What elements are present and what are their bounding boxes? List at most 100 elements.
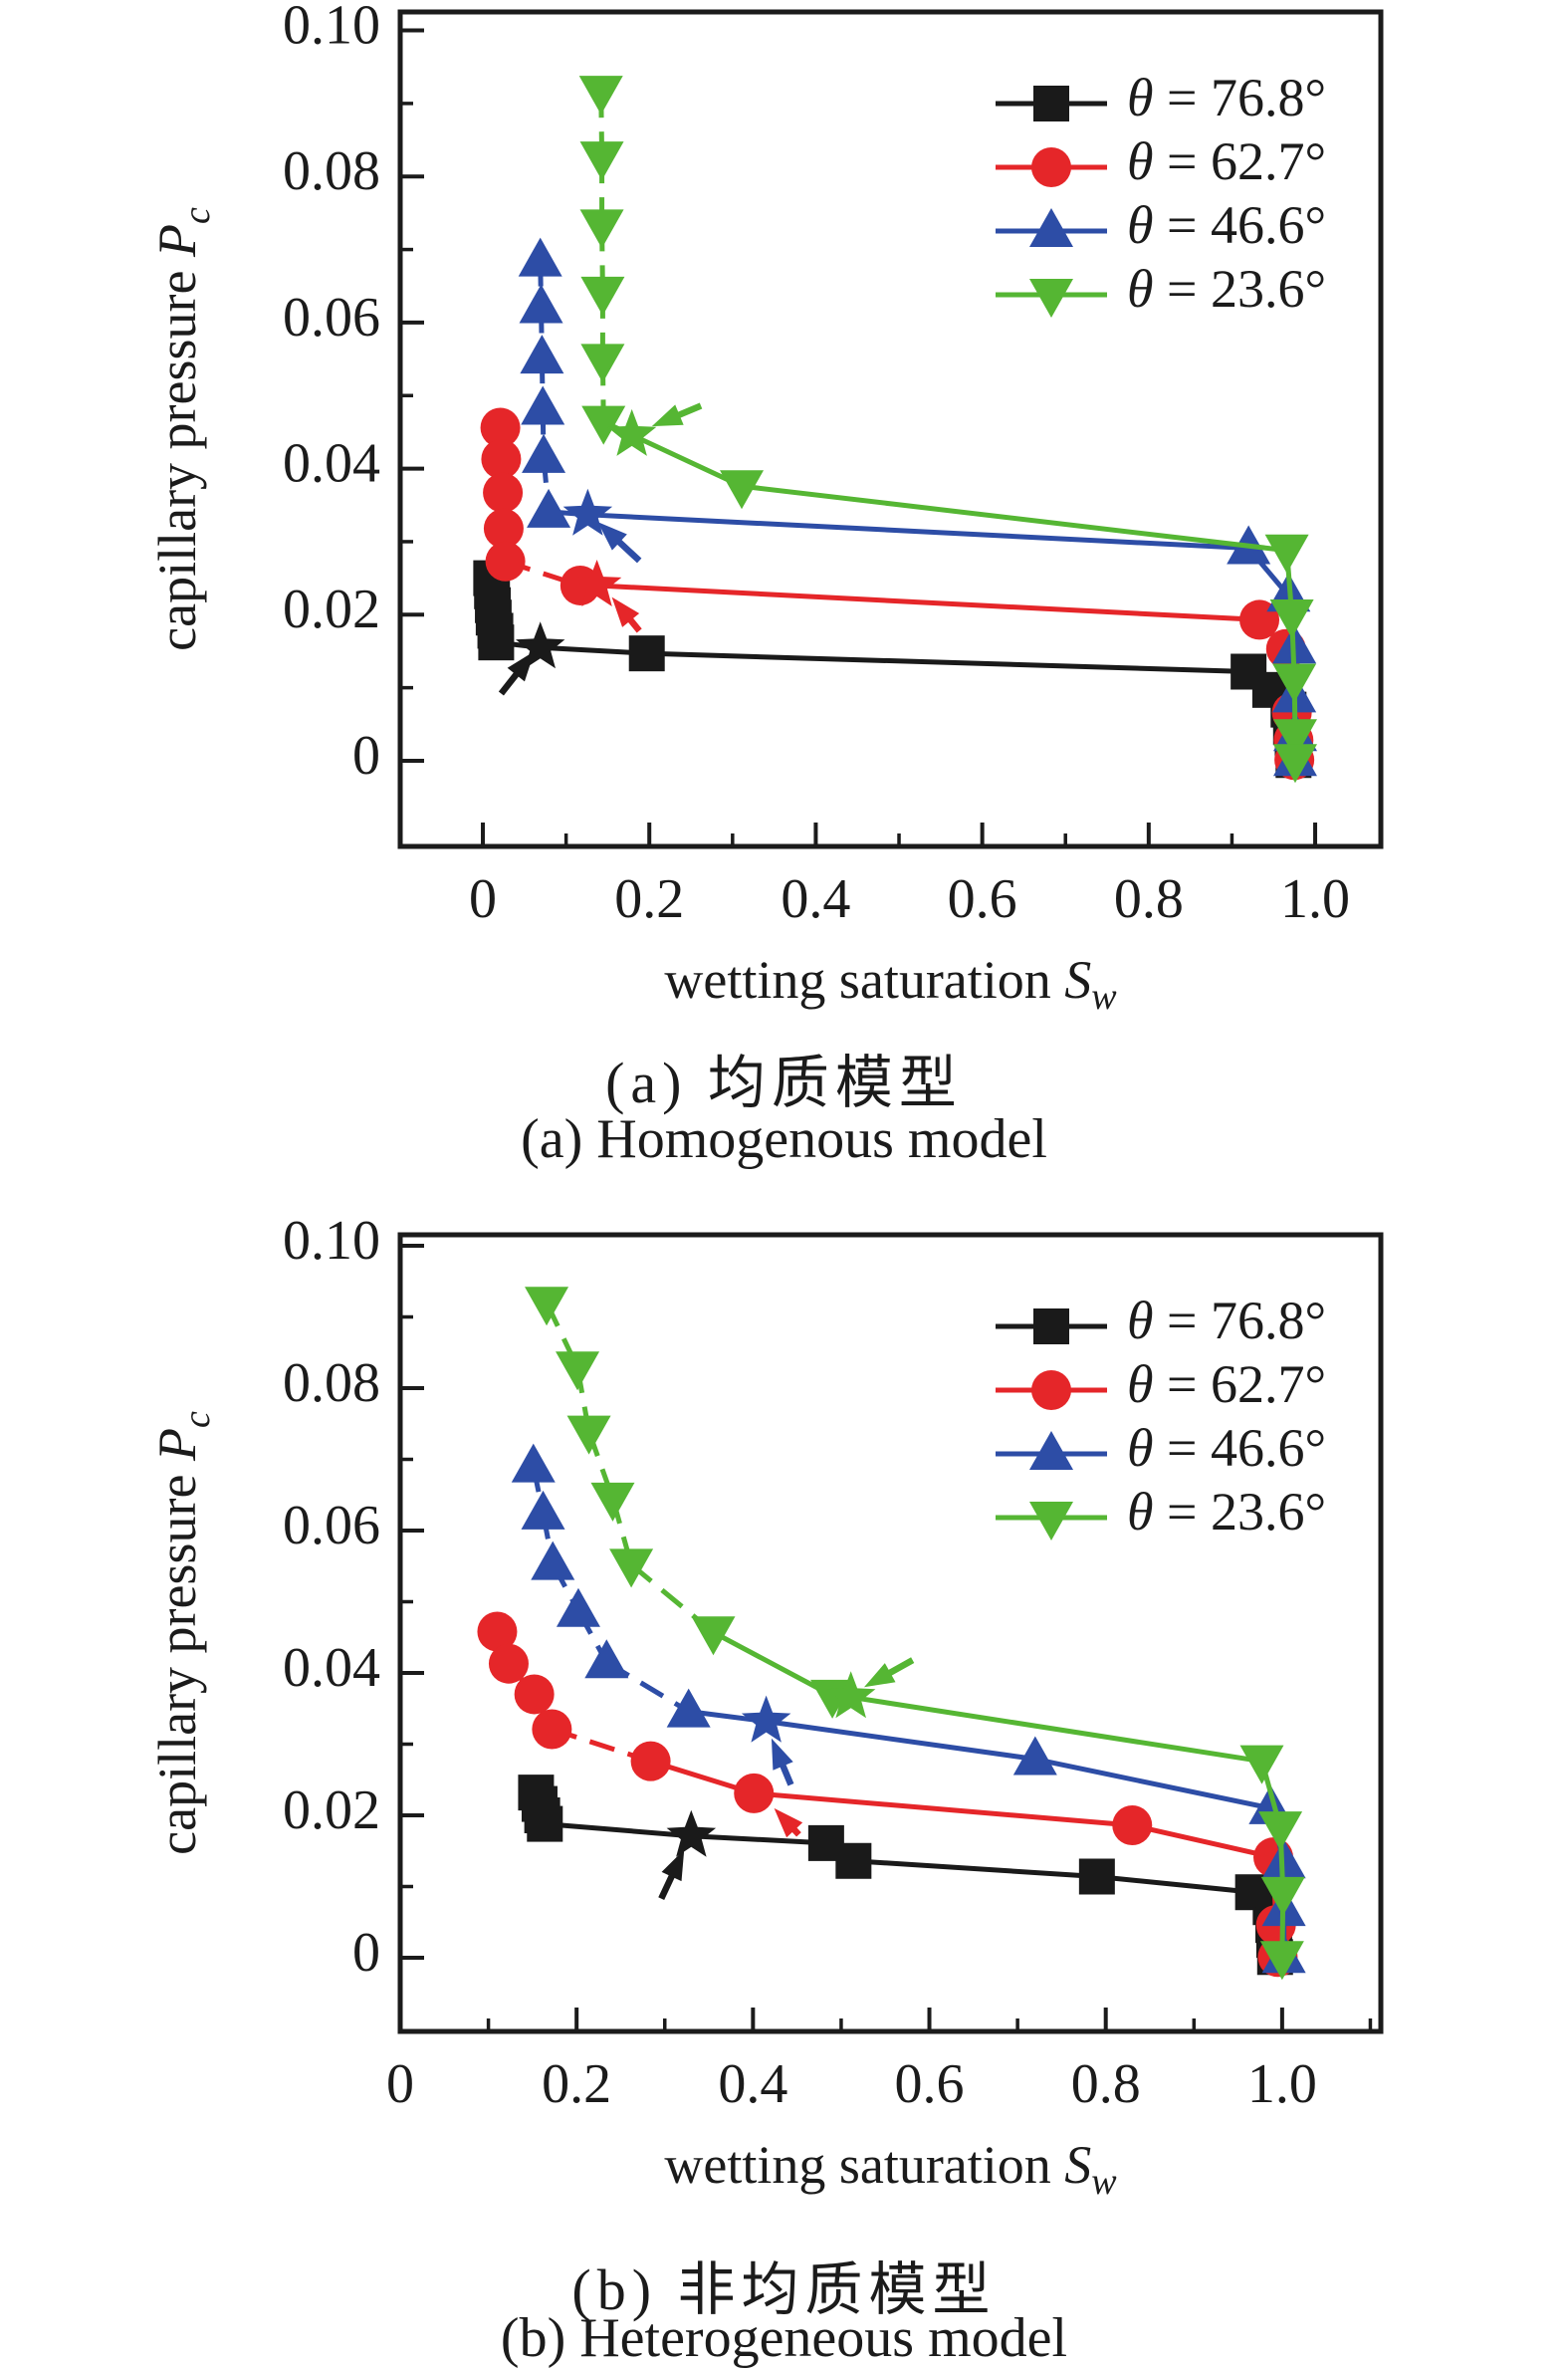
marker-triangle-down (580, 344, 625, 383)
marker-triangle-down (609, 1548, 654, 1588)
marker-circle (488, 1643, 529, 1684)
marker-triangle-down (578, 76, 623, 116)
marker-star-scan-point (562, 488, 613, 536)
x-axis-title: wetting saturation Sw (664, 950, 1117, 1017)
marker-triangle-down (590, 1482, 635, 1522)
series-green (578, 76, 1317, 784)
marker-circle (1112, 1805, 1153, 1846)
x-tick-label: 0.6 (948, 868, 1017, 930)
marker-circle (483, 472, 524, 513)
marker-triangle-down (581, 405, 626, 445)
x-tick-label: 0.2 (542, 2053, 611, 2115)
marker-triangle-down (566, 1415, 611, 1455)
marker-triangle-up (1029, 1431, 1073, 1470)
series-segment (741, 483, 1287, 554)
marker-triangle-down (556, 1351, 600, 1391)
annotation-arrow-head (863, 1663, 896, 1688)
marker-circle (485, 541, 526, 582)
marker-square (1033, 1308, 1069, 1344)
legend: θ = 76.8°θ = 62.7°θ = 46.6°θ = 23.6° (996, 1291, 1326, 1541)
annotation-arrow-head (771, 1738, 793, 1771)
legend-label: θ = 62.7° (1127, 1354, 1326, 1414)
marker-triangle-down (579, 209, 624, 249)
annotation-arrow-head (651, 404, 684, 427)
marker-triangle-down (579, 141, 624, 181)
marker-star-scan-point (741, 1695, 791, 1743)
y-tick-label: 0 (352, 1922, 380, 1984)
marker-triangle-up (666, 1688, 711, 1728)
y-tick-label: 0.04 (283, 1637, 380, 1699)
marker-triangle-up (518, 237, 562, 277)
marker-triangle-down (1269, 599, 1314, 639)
y-tick-label: 0 (352, 725, 380, 787)
marker-circle (1031, 147, 1071, 187)
scan-point-arrow-blue (597, 522, 642, 564)
y-tick-label: 0.06 (283, 287, 380, 349)
x-tick-label: 0.2 (614, 868, 684, 930)
annotation-arrow-head (661, 1849, 685, 1882)
marker-triangle-up (521, 385, 565, 425)
series-segment (630, 432, 744, 489)
chart-a: 0 0.2 0.4 0.6 0.8 1.0 0 0.02 0.04 0.06 0.08 0.10 wet… (147, 0, 1384, 1018)
legend-label: θ = 23.6° (1127, 1482, 1326, 1541)
series-segment (766, 1719, 1036, 1762)
marker-circle (481, 439, 522, 480)
scan-point-arrow-blue (771, 1738, 794, 1786)
scan-point-arrow-green (651, 402, 703, 427)
annotation-arrow-head (507, 650, 535, 682)
scan-point-arrow-red (774, 1807, 803, 1838)
marker-triangle-up (556, 1587, 600, 1627)
marker-triangle-down (1264, 534, 1309, 574)
marker-triangle-down (525, 1287, 569, 1326)
series-segment (712, 1630, 834, 1699)
marker-circle (477, 1611, 518, 1652)
y-tick-label: 0.10 (283, 1210, 380, 1272)
scan-point-arrow-green (863, 1657, 915, 1688)
marker-square (835, 1842, 872, 1879)
annotation-arrow-head (611, 596, 640, 627)
legend-label: θ = 46.6° (1127, 1418, 1326, 1478)
marker-triangle-down (1272, 663, 1317, 703)
caption-a-english: (a) Homogenous model (521, 1108, 1047, 1170)
y-tick-label: 0.02 (283, 1779, 380, 1841)
series-segment (596, 583, 1260, 622)
caption-a-chinese: (a) 均质模型 (605, 1051, 963, 1115)
marker-triangle-up (1012, 1736, 1057, 1776)
chart-b: 0 0.2 0.4 0.6 0.8 1.0 0 0.02 0.04 0.06 0.08 0.10 wet… (147, 1210, 1384, 2203)
marker-circle (514, 1674, 555, 1715)
scan-point-arrow-black (498, 650, 535, 696)
y-axis-title: capillary pressure Pc (147, 207, 218, 651)
series-segment (545, 1821, 692, 1839)
series-segment (1096, 1874, 1253, 1895)
marker-star-scan-point (606, 408, 657, 456)
marker-square (628, 635, 665, 672)
series-segment (754, 1790, 1133, 1828)
caption-b-english: (b) Heterogeneous model (500, 2307, 1068, 2369)
y-tick-label: 0.04 (283, 432, 380, 494)
scan-point-arrow-red (611, 596, 642, 633)
marker-circle (532, 1709, 572, 1750)
y-tick-label: 0.08 (283, 140, 380, 202)
marker-square (527, 1805, 563, 1842)
series-segment (691, 1833, 827, 1846)
marker-circle (483, 508, 524, 549)
y-tick-label: 0.08 (283, 1352, 380, 1414)
x-tick-label: 1.0 (1280, 868, 1350, 930)
legend-label: θ = 76.8° (1127, 68, 1326, 127)
marker-triangle-up (1029, 208, 1073, 247)
marker-triangle-down (1258, 1811, 1303, 1851)
marker-triangle-down (1260, 1876, 1305, 1916)
legend-label: θ = 62.7° (1127, 131, 1326, 191)
marker-triangle-down (720, 470, 765, 510)
marker-triangle-down (1272, 719, 1317, 759)
legend-label: θ = 76.8° (1127, 1291, 1326, 1350)
legend: θ = 76.8°θ = 62.7°θ = 46.6°θ = 23.6° (996, 68, 1326, 319)
marker-triangle-down (1029, 1502, 1073, 1540)
x-tick-label: 0.6 (895, 2053, 965, 2115)
marker-triangle-up (520, 335, 564, 374)
marker-square (1033, 86, 1069, 121)
x-tick-label: 0.4 (781, 868, 850, 930)
series-green (525, 1287, 1305, 1981)
series-segment (1131, 1822, 1274, 1860)
